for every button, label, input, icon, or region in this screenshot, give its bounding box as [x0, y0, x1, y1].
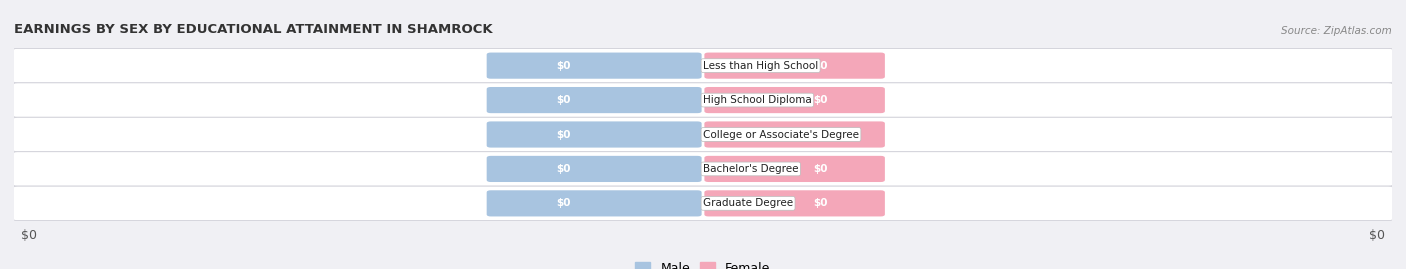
- FancyBboxPatch shape: [486, 52, 702, 79]
- FancyBboxPatch shape: [704, 190, 884, 217]
- FancyBboxPatch shape: [486, 190, 702, 217]
- Text: $0: $0: [555, 164, 571, 174]
- Text: High School Diploma: High School Diploma: [703, 95, 811, 105]
- Text: EARNINGS BY SEX BY EDUCATIONAL ATTAINMENT IN SHAMROCK: EARNINGS BY SEX BY EDUCATIONAL ATTAINMEN…: [14, 23, 492, 36]
- Text: $0: $0: [813, 198, 828, 208]
- FancyBboxPatch shape: [13, 48, 1393, 83]
- Text: Graduate Degree: Graduate Degree: [703, 198, 793, 208]
- Text: $0: $0: [555, 198, 571, 208]
- FancyBboxPatch shape: [486, 156, 702, 182]
- FancyBboxPatch shape: [486, 121, 702, 148]
- Text: $0: $0: [813, 164, 828, 174]
- Text: $0: $0: [1369, 229, 1385, 242]
- Text: $0: $0: [555, 129, 571, 140]
- Legend: Male, Female: Male, Female: [630, 257, 776, 269]
- FancyBboxPatch shape: [13, 186, 1393, 221]
- FancyBboxPatch shape: [704, 156, 884, 182]
- Text: $0: $0: [21, 229, 37, 242]
- FancyBboxPatch shape: [13, 152, 1393, 186]
- Text: $0: $0: [555, 61, 571, 71]
- FancyBboxPatch shape: [704, 87, 884, 113]
- Text: $0: $0: [813, 95, 828, 105]
- Text: College or Associate's Degree: College or Associate's Degree: [703, 129, 859, 140]
- FancyBboxPatch shape: [486, 87, 702, 113]
- Text: Source: ZipAtlas.com: Source: ZipAtlas.com: [1281, 26, 1392, 36]
- FancyBboxPatch shape: [704, 121, 884, 148]
- Text: Bachelor's Degree: Bachelor's Degree: [703, 164, 799, 174]
- FancyBboxPatch shape: [704, 52, 884, 79]
- Text: $0: $0: [813, 61, 828, 71]
- Text: $0: $0: [555, 95, 571, 105]
- FancyBboxPatch shape: [13, 117, 1393, 152]
- Text: $0: $0: [813, 129, 828, 140]
- FancyBboxPatch shape: [13, 83, 1393, 117]
- Text: Less than High School: Less than High School: [703, 61, 818, 71]
